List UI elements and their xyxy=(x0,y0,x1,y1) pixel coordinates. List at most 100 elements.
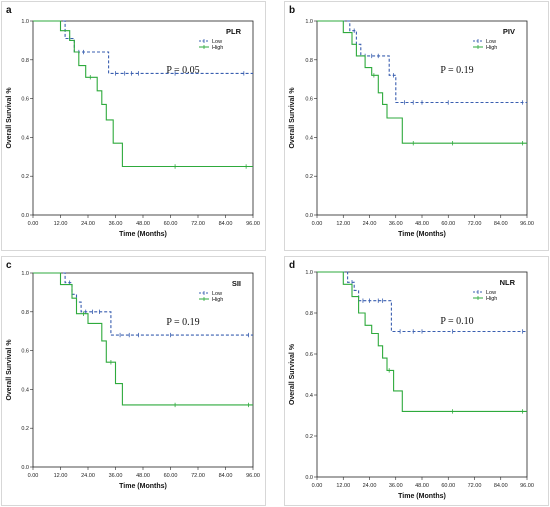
x-tick-label: 36.00 xyxy=(109,473,123,479)
x-axis-label: Time (Months) xyxy=(119,231,167,238)
series-line-low xyxy=(317,271,527,333)
p-value: P = 0.19 xyxy=(166,317,199,328)
y-tick-label: 0.8 xyxy=(305,58,313,64)
y-tick-label: 0.2 xyxy=(21,426,29,432)
panel-c: c 0.0 0.2 0.4 0.6 0.8 1.0 0.00 12.00 24.00 36.00 48… xyxy=(1,256,266,506)
x-tick-label: 48.00 xyxy=(415,221,429,227)
legend-label: Low xyxy=(486,39,496,45)
y-tick-label: 0.8 xyxy=(305,311,313,317)
panel-a: a 0.0 0.2 0.4 0.6 0.8 1.0 0.00 12.00 24.00 36.00 48… xyxy=(1,1,266,251)
x-tick-label: 12.00 xyxy=(54,221,68,227)
x-tick-label: 72.00 xyxy=(191,473,205,479)
series-line-high xyxy=(317,20,527,144)
x-tick-label: 96.00 xyxy=(520,221,534,227)
x-tick-label: 24.00 xyxy=(363,221,377,227)
legend-label: Low xyxy=(486,290,496,296)
y-tick-label: 0.2 xyxy=(305,174,313,180)
y-axis-label: Overall Survival % xyxy=(6,339,13,401)
x-tick-label: 36.00 xyxy=(389,483,403,489)
p-value: P = 0.10 xyxy=(440,316,473,327)
x-tick-label: 96.00 xyxy=(520,483,534,489)
x-tick-label: 84.00 xyxy=(494,221,508,227)
panel-title: NLR xyxy=(500,278,516,287)
y-tick-label: 0.0 xyxy=(305,475,313,481)
panel-title: SII xyxy=(232,279,241,288)
y-tick-label: 0.6 xyxy=(305,97,313,103)
panel-letter: a xyxy=(6,5,12,16)
x-tick-label: 24.00 xyxy=(363,483,377,489)
x-axis-label: Time (Months) xyxy=(398,493,446,500)
legend-item-high: High xyxy=(473,296,497,302)
y-tick-label: 0.8 xyxy=(21,58,29,64)
x-tick-label: 84.00 xyxy=(219,473,233,479)
x-tick-label: 60.00 xyxy=(164,221,178,227)
legend-label: High xyxy=(486,296,497,302)
legend-item-high: High xyxy=(199,297,223,303)
x-tick-label: 84.00 xyxy=(494,483,508,489)
y-tick-label: 0.4 xyxy=(21,135,29,141)
series-line-low xyxy=(33,272,253,336)
panel-letter: c xyxy=(6,260,12,271)
series-line-high xyxy=(33,20,253,168)
x-tick-label: 72.00 xyxy=(191,221,205,227)
x-tick-label: 96.00 xyxy=(246,221,260,227)
y-tick-label: 0.2 xyxy=(305,434,313,440)
x-tick-label: 96.00 xyxy=(246,473,260,479)
panel-letter: d xyxy=(289,260,295,271)
panel-frame xyxy=(1,256,266,506)
legend-item-high: High xyxy=(199,45,223,51)
y-tick-label: 1.0 xyxy=(21,19,29,25)
series-line-high xyxy=(317,271,527,412)
x-axis-label: Time (Months) xyxy=(119,483,167,490)
y-tick-label: 0.4 xyxy=(305,135,313,141)
y-tick-label: 0.6 xyxy=(305,352,313,358)
x-tick-label: 60.00 xyxy=(441,221,455,227)
series-line-low xyxy=(317,20,527,104)
y-axis-label: Overall Survival % xyxy=(6,87,13,149)
plot-area xyxy=(32,272,254,468)
legend-label: High xyxy=(486,45,497,51)
panel-title: PLR xyxy=(226,27,242,36)
panel-letter: b xyxy=(289,5,295,16)
x-tick-label: 72.00 xyxy=(468,221,482,227)
x-tick-label: 36.00 xyxy=(389,221,403,227)
y-tick-label: 0.6 xyxy=(21,97,29,103)
x-tick-label: 48.00 xyxy=(136,473,150,479)
y-axis-label: Overall Survival % xyxy=(289,343,296,405)
y-tick-label: 0.8 xyxy=(21,310,29,316)
y-tick-label: 1.0 xyxy=(305,19,313,25)
x-tick-label: 72.00 xyxy=(468,483,482,489)
y-tick-label: 1.0 xyxy=(305,270,313,276)
x-tick-label: 0.00 xyxy=(28,473,39,479)
y-tick-label: 0.4 xyxy=(21,387,29,393)
x-axis-label: Time (Months) xyxy=(398,231,446,238)
plot-area xyxy=(316,271,528,478)
x-tick-label: 12.00 xyxy=(54,473,68,479)
legend-label: Low xyxy=(212,291,222,297)
plot-area xyxy=(32,20,254,216)
x-tick-label: 24.00 xyxy=(81,221,95,227)
y-tick-label: 0.6 xyxy=(21,349,29,355)
panel-frame xyxy=(284,256,549,506)
legend-label: High xyxy=(212,297,223,303)
x-tick-label: 84.00 xyxy=(219,221,233,227)
x-tick-label: 12.00 xyxy=(336,483,350,489)
y-tick-label: 0.2 xyxy=(21,174,29,180)
legend-item-low: Low xyxy=(199,39,222,45)
y-axis-label: Overall Survival % xyxy=(289,87,296,149)
y-tick-label: 0.0 xyxy=(21,465,29,471)
x-tick-label: 60.00 xyxy=(441,483,455,489)
legend-item-low: Low xyxy=(473,290,496,296)
legend-label: High xyxy=(212,45,223,51)
legend-item-low: Low xyxy=(199,291,222,297)
x-tick-label: 36.00 xyxy=(109,221,123,227)
x-tick-label: 48.00 xyxy=(415,483,429,489)
x-tick-label: 0.00 xyxy=(28,221,39,227)
y-tick-label: 0.4 xyxy=(305,393,313,399)
legend-item-high: High xyxy=(473,45,497,51)
x-tick-label: 12.00 xyxy=(336,221,350,227)
y-tick-label: 1.0 xyxy=(21,271,29,277)
p-value: P = 0.19 xyxy=(440,65,473,76)
legend-label: Low xyxy=(212,39,222,45)
